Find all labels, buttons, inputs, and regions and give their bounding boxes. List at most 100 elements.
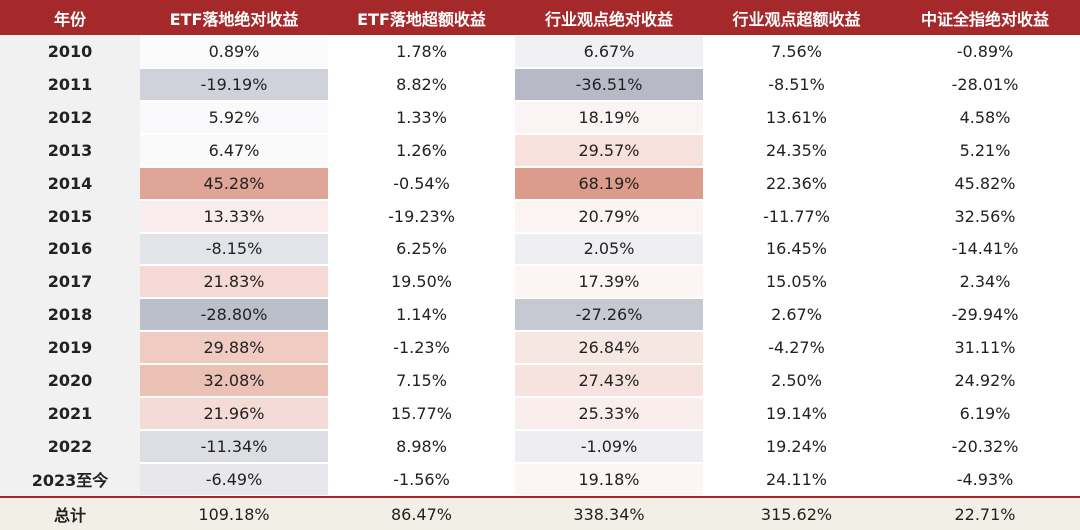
row-year: 2017 (0, 265, 140, 299)
cell-industry-view-excess-return: 16.45% (765, 239, 827, 259)
cell-csi-all-share-absolute-return: 4.58% (959, 107, 1011, 127)
cell-industry-view-excess-return: 13.61% (765, 107, 827, 127)
cell-etf-excess-return: -19.23% (388, 206, 455, 226)
cell-csi-all-share-absolute-return: 31.11% (954, 338, 1016, 358)
cell-industry-view-absolute-return: 19.18% (515, 462, 703, 496)
header-industry-view-excess-return: 行业观点超额收益 (732, 9, 861, 29)
cell-etf-excess-return: 7.15% (396, 371, 447, 391)
cell-etf-absolute-return: -19.19% (140, 67, 328, 101)
cell-industry-view-excess-return: -11.77% (763, 206, 830, 226)
header-etf-excess-return: ETF落地超额收益 (357, 9, 486, 29)
cell-industry-view-excess-return: 19.14% (765, 404, 827, 424)
cell-industry-view-absolute-return: 29.57% (515, 133, 703, 167)
table-row: 2021 21.96% 15.77% 25.33% 19.14% 6.19% (0, 397, 1080, 431)
row-year: 2021 (0, 397, 140, 431)
row-year: 2010 (0, 35, 140, 68)
cell-csi-all-share-absolute-return: -28.01% (951, 74, 1019, 94)
cell-industry-view-excess-return: -4.27% (768, 338, 825, 358)
cell-etf-absolute-return: 32.08% (140, 364, 328, 398)
total-etf-absolute-return: 109.18% (198, 504, 270, 524)
cell-industry-view-excess-return: 24.11% (765, 469, 827, 489)
table-body: 2010 0.89% 1.78% 6.67% 7.56% -0.89% 2011 -19.19… (0, 35, 1080, 496)
cell-industry-view-excess-return: 2.50% (771, 371, 822, 391)
cell-etf-excess-return: 1.78% (396, 41, 447, 61)
cell-etf-excess-return: -0.54% (393, 173, 450, 193)
cell-etf-excess-return: -1.23% (393, 338, 450, 358)
cell-etf-excess-return: -1.56% (393, 469, 450, 489)
cell-csi-all-share-absolute-return: -4.93% (956, 469, 1014, 489)
cell-etf-absolute-return: 0.89% (140, 35, 328, 68)
total-industry-view-excess-return: 315.62% (760, 504, 833, 524)
cell-etf-absolute-return: -6.49% (140, 462, 328, 496)
table-row: 2016 -8.15% 6.25% 2.05% 16.45% -14.41% (0, 232, 1080, 266)
table-row: 2018 -28.80% 1.14% -27.26% 2.67% -29.94% (0, 298, 1080, 332)
row-year: 2013 (0, 133, 140, 167)
cell-csi-all-share-absolute-return: -0.89% (956, 41, 1014, 61)
cell-csi-all-share-absolute-return: 24.92% (954, 371, 1016, 391)
row-year: 2011 (0, 67, 140, 101)
cell-etf-absolute-return: 6.47% (140, 133, 328, 167)
cell-etf-absolute-return: 13.33% (140, 199, 328, 233)
cell-etf-excess-return: 8.98% (396, 437, 447, 457)
cell-industry-view-absolute-return: 68.19% (515, 166, 703, 200)
cell-etf-absolute-return: 21.96% (140, 397, 328, 431)
row-year: 2019 (0, 331, 140, 365)
cell-csi-all-share-absolute-return: 2.34% (959, 272, 1011, 292)
table-row: 2010 0.89% 1.78% 6.67% 7.56% -0.89% (0, 35, 1080, 68)
total-industry-view-absolute-return: 338.34% (573, 504, 645, 524)
cell-industry-view-absolute-return: 17.39% (515, 265, 703, 299)
table-row: 2014 45.28% -0.54% 68.19% 22.36% 45.82% (0, 166, 1080, 200)
cell-industry-view-absolute-return: 27.43% (515, 364, 703, 398)
cell-industry-view-excess-return: 15.05% (765, 272, 827, 292)
cell-csi-all-share-absolute-return: 32.56% (954, 206, 1016, 226)
row-year: 2015 (0, 199, 140, 233)
row-year: 2023至今 (0, 462, 140, 496)
table-row: 2012 5.92% 1.33% 18.19% 13.61% 4.58% (0, 100, 1080, 134)
cell-csi-all-share-absolute-return: -29.94% (951, 305, 1019, 325)
cell-csi-all-share-absolute-return: -14.41% (951, 239, 1019, 259)
cell-industry-view-absolute-return: -1.09% (515, 430, 703, 463)
cell-etf-absolute-return: 5.92% (140, 100, 328, 134)
cell-etf-absolute-return: -28.80% (140, 298, 328, 332)
cell-industry-view-absolute-return: -27.26% (515, 298, 703, 332)
table-row: 2017 21.83% 19.50% 17.39% 15.05% 2.34% (0, 265, 1080, 299)
cell-etf-excess-return: 1.33% (396, 107, 447, 127)
cell-industry-view-excess-return: 2.67% (771, 305, 822, 325)
cell-industry-view-absolute-return: 26.84% (515, 331, 703, 365)
cell-etf-excess-return: 8.82% (396, 74, 447, 94)
cell-industry-view-absolute-return: 6.67% (515, 35, 703, 68)
cell-etf-excess-return: 1.26% (396, 140, 447, 160)
header-industry-view-absolute-return: 行业观点绝对收益 (544, 9, 673, 29)
row-year: 2020 (0, 364, 140, 398)
cell-csi-all-share-absolute-return: 6.19% (959, 404, 1011, 424)
cell-csi-all-share-absolute-return: 5.21% (959, 140, 1011, 160)
cell-industry-view-absolute-return: 20.79% (515, 199, 703, 233)
cell-industry-view-excess-return: 22.36% (765, 173, 827, 193)
cell-csi-all-share-absolute-return: 45.82% (954, 173, 1016, 193)
cell-industry-view-absolute-return: 2.05% (515, 232, 703, 266)
table-row: 2023至今 -6.49% -1.56% 19.18% 24.11% -4.93% (0, 462, 1080, 496)
cell-industry-view-excess-return: 19.24% (765, 437, 827, 457)
header-etf-absolute-return: ETF落地绝对收益 (169, 9, 299, 29)
row-year: 2014 (0, 166, 140, 200)
table-header-row: 年份 ETF落地绝对收益 ETF落地超额收益 行业观点绝对收益 行业观点超额收益… (0, 0, 1080, 35)
cell-etf-excess-return: 6.25% (396, 239, 447, 259)
cell-csi-all-share-absolute-return: -20.32% (951, 437, 1019, 457)
total-label: 总计 (53, 506, 86, 525)
table-row: 2015 13.33% -19.23% 20.79% -11.77% 32.56% (0, 199, 1080, 233)
table-row: 2019 29.88% -1.23% 26.84% -4.27% 31.11% (0, 331, 1080, 365)
cell-industry-view-excess-return: 7.56% (771, 41, 822, 61)
header-year: 年份 (53, 9, 86, 29)
cell-industry-view-excess-return: -8.51% (768, 74, 825, 94)
cell-etf-excess-return: 15.77% (390, 404, 452, 424)
cell-industry-view-absolute-return: -36.51% (515, 67, 703, 101)
row-year: 2018 (0, 298, 140, 332)
row-year: 2016 (0, 232, 140, 266)
cell-etf-absolute-return: -11.34% (140, 430, 328, 463)
table-total-row: 总计 109.18% 86.47% 338.34% 315.62% 22.71% (0, 496, 1080, 530)
cell-etf-absolute-return: -8.15% (140, 232, 328, 266)
table-row: 2011 -19.19% 8.82% -36.51% -8.51% -28.01% (0, 67, 1080, 101)
cell-industry-view-absolute-return: 18.19% (515, 100, 703, 134)
cell-etf-absolute-return: 29.88% (140, 331, 328, 365)
